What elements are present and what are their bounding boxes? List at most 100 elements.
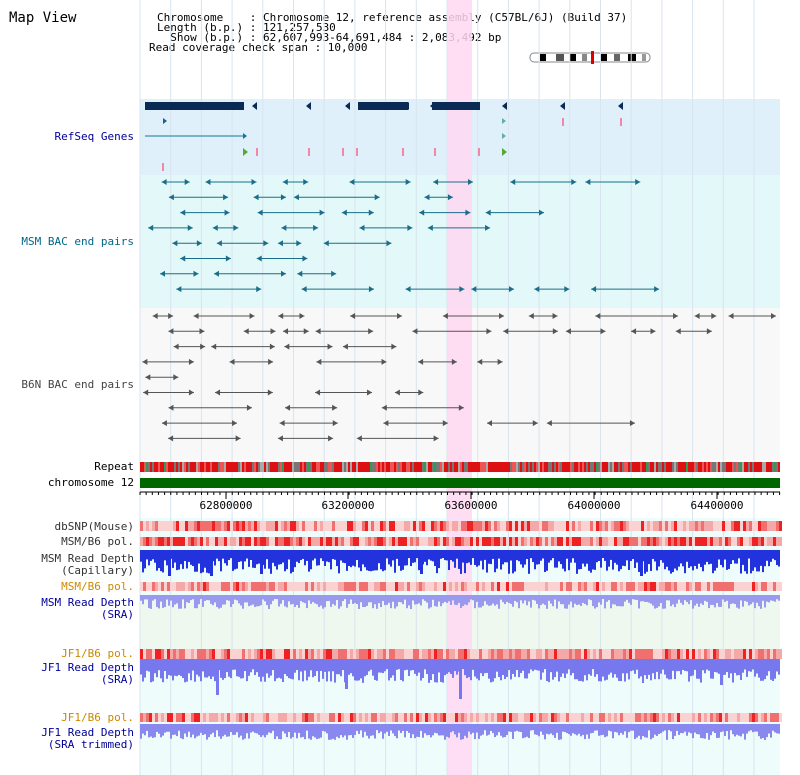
heat-cell	[152, 537, 155, 546]
repeat-cell	[332, 462, 334, 472]
heat-cell	[413, 521, 416, 531]
depth-bar	[560, 595, 562, 605]
refseq-genes-label[interactable]: RefSeq Genes	[54, 130, 134, 143]
heat-cell	[416, 649, 419, 659]
msm-b6-pol-label-2[interactable]: MSM/B6 pol.	[61, 580, 134, 593]
repeat-cell	[176, 462, 178, 472]
depth-bar	[172, 550, 174, 568]
repeat-label[interactable]: Repeat	[94, 460, 134, 473]
depth-bar	[448, 595, 450, 602]
heat-cell	[428, 713, 431, 722]
read-depth-tracks[interactable]	[140, 550, 780, 740]
heat-cell	[515, 521, 518, 531]
heat-cell	[701, 521, 704, 531]
depth-bar	[708, 550, 710, 565]
depth-bar	[478, 550, 480, 566]
bac-end-right	[184, 179, 190, 185]
heat-cell	[713, 649, 716, 659]
bac-end-right	[193, 270, 199, 277]
heat-cell	[530, 582, 533, 591]
depth-bar	[566, 659, 568, 674]
depth-bar	[284, 595, 286, 607]
depth-bar	[558, 595, 560, 602]
heat-cell	[428, 521, 431, 531]
heat-cell	[167, 521, 170, 531]
heat-cell	[686, 582, 689, 591]
depth-bar	[146, 550, 148, 560]
heat-cell	[221, 582, 224, 591]
depth-bar	[576, 550, 578, 574]
repeat-cell	[746, 462, 748, 472]
depth-bar	[190, 724, 192, 738]
heat-cell	[197, 521, 200, 531]
repeat-cell	[432, 462, 434, 472]
polymorphism-heat-strips[interactable]	[140, 521, 782, 722]
depth-bar	[728, 550, 730, 569]
depth-bar	[304, 595, 306, 604]
repeat-cell	[716, 462, 718, 472]
msm-read-depth-capillary-label[interactable]: MSM Read Depth (Capillary)	[41, 552, 134, 577]
depth-bar	[206, 550, 208, 573]
heat-cell	[407, 649, 410, 659]
depth-bar	[562, 659, 564, 674]
depth-bar	[764, 659, 766, 680]
depth-bar	[298, 659, 300, 681]
map-view-title: Map View	[9, 10, 77, 26]
jf1-read-depth-trimmed-label[interactable]: JF1 Read Depth (SRA trimmed)	[41, 726, 134, 751]
depth-bar	[770, 595, 772, 601]
heat-cell	[383, 521, 386, 531]
repeat-cell	[568, 462, 570, 472]
repeat-cell	[658, 462, 660, 472]
depth-bar	[318, 550, 320, 566]
heat-cell	[413, 649, 416, 659]
gene-block	[358, 102, 408, 110]
msm-bac-label[interactable]: MSM BAC end pairs	[21, 235, 134, 248]
heat-cell	[170, 649, 173, 659]
b6n-bac-track[interactable]	[142, 313, 776, 442]
depth-bar	[454, 724, 456, 735]
b6n-bac-label[interactable]: B6N BAC end pairs	[21, 378, 134, 391]
depth-bar	[218, 550, 220, 562]
heat-cell	[176, 649, 179, 659]
repeat-track[interactable]	[140, 462, 780, 472]
bac-end-right	[331, 270, 337, 277]
depth-bar	[310, 724, 312, 740]
heat-cell	[728, 537, 731, 546]
depth-bar	[152, 659, 154, 682]
depth-bar	[354, 550, 356, 567]
refseq-genes-track[interactable]	[145, 102, 623, 171]
jf1-read-depth-sra-label[interactable]: JF1 Read Depth (SRA)	[41, 661, 134, 686]
msm-read-depth-sra-label[interactable]: MSM Read Depth (SRA)	[41, 596, 134, 621]
chromosome-ideogram[interactable]	[529, 51, 651, 64]
repeat-cell	[696, 462, 698, 472]
depth-bar	[168, 724, 170, 732]
depth-bar	[274, 550, 276, 567]
heat-cell	[698, 537, 701, 546]
depth-bar	[354, 724, 356, 735]
depth-bar	[160, 659, 162, 679]
msm-bac-track[interactable]	[148, 179, 660, 293]
depth-bar	[202, 595, 204, 607]
depth-bar	[460, 595, 462, 609]
heat-cell	[140, 537, 143, 546]
heat-cell	[431, 713, 434, 722]
heat-cell	[383, 537, 386, 546]
bac-end-right	[465, 209, 471, 216]
depth-bar	[542, 659, 544, 673]
heat-cell	[311, 713, 314, 722]
depth-bar	[410, 595, 412, 609]
heat-cell	[437, 582, 440, 591]
heat-cell	[599, 537, 602, 546]
jf1-b6-pol-label-1[interactable]: JF1/B6 pol.	[61, 647, 134, 660]
jf1-b6-pol-label-2[interactable]: JF1/B6 pol.	[61, 711, 134, 724]
chromosome-bar[interactable]	[140, 478, 780, 488]
depth-bar	[672, 550, 674, 573]
heat-cell	[188, 537, 191, 546]
heat-cell	[419, 713, 422, 722]
msm-b6-pol-label-1[interactable]: MSM/B6 pol.	[61, 535, 134, 548]
depth-bar	[550, 550, 552, 561]
dbsnp-label[interactable]: dbSNP(Mouse)	[54, 520, 134, 533]
depth-spike	[720, 659, 723, 685]
depth-bar	[528, 595, 530, 602]
